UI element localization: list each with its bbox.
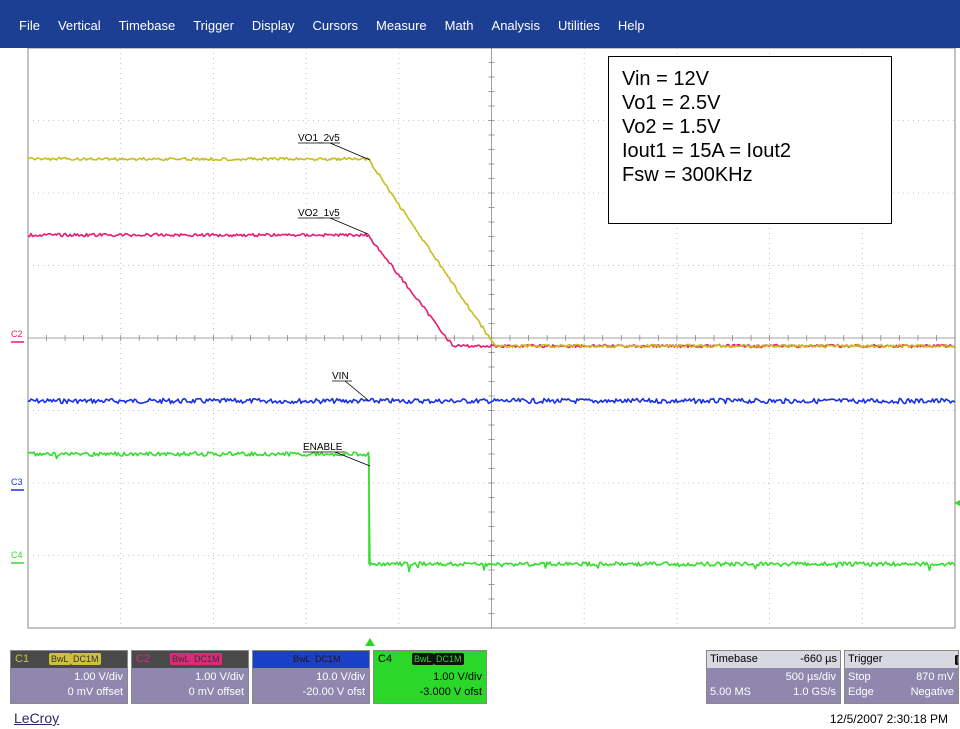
svg-text:VO2_1v5: VO2_1v5: [298, 208, 340, 219]
c4-marker[interactable]: C4: [11, 550, 24, 564]
sample-count: 5.00 MS: [710, 686, 751, 698]
channel-id: C3: [257, 653, 272, 665]
timebase-panel[interactable]: Timebase -660 µs 500 µs/div 5.00 MS 1.0 …: [706, 650, 841, 704]
trigger-panel[interactable]: Trigger C4 DC Stop 870 mV Edge Negative: [844, 650, 959, 704]
menu-analysis[interactable]: Analysis: [491, 18, 540, 33]
bwl-badge: BwL: [291, 653, 313, 665]
offset-value: -20.00 V ofst: [302, 686, 365, 698]
trigger-label: Trigger: [848, 653, 883, 665]
volts-per-div: 10.0 V/div: [316, 671, 365, 683]
volts-per-div: 1.00 V/div: [195, 671, 244, 683]
channel-id: C2: [136, 653, 151, 665]
time-per-div: 500 µs/div: [785, 671, 836, 683]
menu-timebase[interactable]: Timebase: [118, 18, 176, 33]
lecroy-logo: LeCroy: [14, 710, 60, 726]
menu-bar: File Vertical Timebase Trigger Display C…: [0, 0, 960, 48]
channel-panel-c4[interactable]: C4 BwL DC1M 1.00 V/div -3.000 V ofst: [373, 650, 487, 704]
offset-value: -3.000 V ofst: [419, 686, 482, 698]
waveform-traces: [27, 156, 956, 573]
bwl-badge: BwL: [170, 653, 192, 665]
trigger-position-marker[interactable]: [365, 638, 375, 646]
annotation-line: Iout1 = 15A = Iout2: [622, 140, 792, 162]
channel-panel-c3[interactable]: C3 BwL DC1M 10.0 V/div -20.00 V ofst: [252, 650, 370, 704]
coupling-badge: DC1M: [71, 653, 101, 665]
coupling-badge: DC1M: [192, 653, 222, 665]
svg-text:VIN: VIN: [332, 371, 349, 382]
volts-per-div: 1.00 V/div: [74, 671, 123, 683]
svg-text:ENABLE: ENABLE: [303, 442, 343, 453]
volts-per-div: 1.00 V/div: [433, 671, 482, 683]
annotation-line: Vin = 12V: [622, 68, 709, 90]
trigger-mode: Stop: [848, 671, 871, 683]
svg-text:C3: C3: [11, 477, 23, 487]
annotation-line: Vo1 = 2.5V: [622, 92, 721, 114]
c3-marker[interactable]: C3: [11, 477, 24, 491]
channel-id: C4: [378, 653, 393, 665]
coupling-badge: DC1M: [434, 653, 464, 665]
waveform-canvas[interactable]: VO1_2v5 VO2_1v5 VIN ENABLE C2 C3: [0, 48, 960, 638]
menu-file[interactable]: File: [19, 18, 40, 33]
bwl-badge: BwL: [412, 653, 434, 665]
trace-label-vo2: VO2_1v5: [298, 208, 369, 235]
trigger-type: Edge: [848, 686, 874, 698]
sample-rate: 1.0 GS/s: [793, 686, 836, 698]
annotation-line: Vo2 = 1.5V: [622, 116, 721, 138]
graticule-grid: [27, 48, 956, 629]
trigger-level: 870 mV: [916, 671, 954, 683]
menu-math[interactable]: Math: [444, 18, 474, 33]
annotation-box: Vin = 12V Vo1 = 2.5V Vo2 = 1.5V Iout1 = …: [608, 56, 892, 224]
channel-id: C1: [15, 653, 30, 665]
bwl-badge: BwL: [49, 653, 71, 665]
svg-text:C2: C2: [11, 329, 23, 339]
menu-measure[interactable]: Measure: [376, 18, 427, 33]
trace-label-vo1: VO1_2v5: [298, 133, 371, 161]
scope-display[interactable]: VO1_2v5 VO2_1v5 VIN ENABLE C2 C3: [0, 48, 960, 638]
menu-help[interactable]: Help: [617, 18, 645, 33]
menu-trigger[interactable]: Trigger: [193, 18, 234, 33]
menu-utilities[interactable]: Utilities: [557, 18, 600, 33]
offset-value: 0 mV offset: [188, 686, 244, 698]
trace-label-vin: VIN: [332, 371, 369, 401]
channel-panel-c1[interactable]: C1 BwL DC1M 1.00 V/div 0 mV offset: [10, 650, 128, 704]
trigger-coupling: DC: [955, 655, 958, 665]
menu-vertical[interactable]: Vertical: [57, 18, 101, 33]
coupling-badge: DC1M: [313, 653, 343, 665]
timebase-label: Timebase: [710, 653, 758, 665]
trigger-level-marker[interactable]: [954, 500, 960, 506]
menu-display[interactable]: Display: [251, 18, 295, 33]
svg-text:VO1_2v5: VO1_2v5: [298, 133, 340, 144]
annotation-line: Fsw = 300KHz: [622, 164, 753, 186]
timebase-delay: -660 µs: [800, 653, 837, 665]
channel-panel-c2[interactable]: C2 BwL DC1M 1.00 V/div 0 mV offset: [131, 650, 249, 704]
trigger-slope: Negative: [910, 686, 954, 698]
c2-marker[interactable]: C2: [11, 329, 24, 343]
timestamp: 12/5/2007 2:30:18 PM: [829, 712, 948, 726]
menu-cursors[interactable]: Cursors: [312, 18, 359, 33]
trace-label-enable: ENABLE: [303, 442, 371, 467]
svg-text:C4: C4: [11, 550, 23, 560]
offset-value: 0 mV offset: [67, 686, 123, 698]
